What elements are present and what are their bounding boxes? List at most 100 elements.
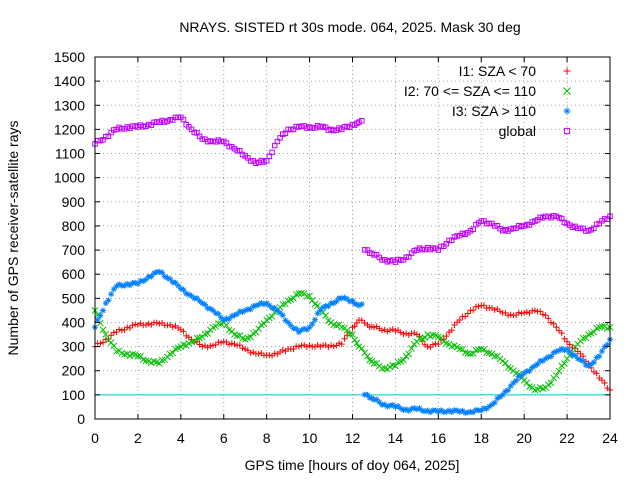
data-point [470,409,477,416]
data-point [405,407,412,414]
data-point [231,312,238,319]
data-point [539,311,546,318]
data-point [255,325,262,333]
data-point [491,399,498,406]
data-point [274,307,281,314]
data-point [226,341,233,348]
series-3 [92,114,613,265]
data-point [384,403,391,410]
data-point [336,340,343,347]
data-point [108,291,115,298]
data-point [579,334,587,342]
data-point [378,365,386,372]
data-point [598,323,606,330]
data-point [295,290,303,297]
data-point [518,310,525,317]
data-point [239,345,246,352]
data-point [317,307,324,314]
data-point [590,328,598,336]
data-point [494,395,501,402]
data-point [561,360,568,367]
data-point [381,401,388,408]
data-point [483,349,490,357]
data-point [502,388,509,395]
data-point [416,335,423,342]
data-point [515,373,522,380]
data-point [467,408,474,415]
data-point [358,345,366,352]
y-tick-label: 200 [62,363,86,379]
y-tick-label: 1400 [54,73,85,89]
y-tick-label: 900 [62,194,86,210]
data-point [239,308,246,315]
data-point [244,334,252,342]
data-point [285,319,292,326]
data-point [454,407,461,414]
data-point [140,278,147,285]
y-tick-label: 500 [62,290,86,306]
x-tick-label: 24 [602,430,618,446]
data-point [236,342,243,349]
y-axis-label: Number of GPS receiver-satellite rays [5,121,21,356]
data-point [580,358,587,365]
data-point [306,324,313,331]
data-point [110,329,117,336]
data-point [319,304,326,311]
data-point [338,341,345,348]
data-point [351,323,358,330]
data-point [529,364,536,371]
x-tick-label: 10 [302,430,318,446]
data-point [338,295,345,302]
data-point [464,409,471,416]
data-point [175,282,182,289]
data-point [215,310,222,317]
data-point [351,300,358,307]
data-point [421,408,428,415]
data-point [177,285,184,292]
data-point [456,317,463,324]
data-point [598,377,605,384]
data-point [193,334,201,342]
data-point [233,332,241,340]
data-point [443,333,450,340]
data-point [271,304,278,311]
data-point [236,308,243,315]
data-point [419,407,426,414]
data-point [180,328,187,335]
data-point [547,379,555,387]
data-point [488,401,495,408]
data-point [196,298,203,305]
data-point [534,361,541,368]
data-point [185,291,192,298]
data-point [427,409,434,416]
data-point [252,302,259,309]
data-point [218,314,225,321]
data-point [204,305,211,312]
y-tick-label: 1500 [54,49,85,65]
data-point [279,347,286,354]
data-point [499,391,506,398]
chart-title: NRAYS. SISTED rt 30s mode. 064, 2025. Ma… [179,19,520,35]
data-point [400,407,407,414]
data-point [134,352,142,360]
data-point [341,294,348,301]
legend-marker [563,87,571,95]
data-point [497,394,504,401]
data-point [129,322,136,329]
data-point [462,313,469,320]
data-point [556,347,563,354]
data-point [564,338,571,345]
data-point [145,320,152,327]
data-point [427,344,434,351]
data-point [408,345,415,352]
data-point [204,330,212,337]
data-point [94,311,102,319]
data-point [373,396,380,403]
data-point [287,322,294,329]
data-point [266,302,273,309]
data-point [545,315,552,322]
data-point [228,340,235,347]
data-point [295,329,302,336]
ticks [94,56,611,420]
data-point [244,347,251,354]
